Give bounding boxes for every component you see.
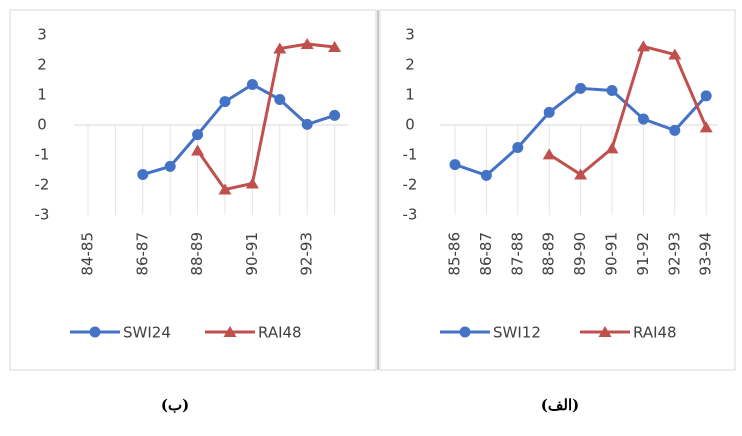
x-tick-label: 90-91 (243, 232, 261, 276)
point (606, 85, 618, 96)
y-tick-label: 3 (405, 26, 415, 44)
legend-label: SWI12 (493, 324, 541, 342)
series-line (142, 82, 336, 176)
y-tick-label: 1 (37, 86, 47, 104)
point (164, 160, 176, 172)
point (245, 177, 259, 189)
x-tick-label: 84-85 (79, 232, 97, 276)
x-tick-label: 87-88 (508, 232, 526, 276)
x-tick-label: 86-87 (133, 232, 151, 276)
point (191, 144, 205, 156)
point (543, 106, 555, 118)
y-tick-label: 0 (405, 116, 415, 134)
x-tick-label: 85-86 (446, 232, 464, 276)
y-tick-label: 3 (37, 26, 47, 44)
point (598, 326, 612, 337)
point (700, 90, 712, 102)
x-tick-label: 88-89 (188, 232, 206, 276)
x-tick-label: 92-93 (298, 232, 316, 276)
point (636, 40, 650, 52)
x-tick-label: 91-92 (634, 232, 652, 276)
caption: (الف) (541, 396, 579, 414)
x-tick-label: 90-91 (603, 232, 621, 276)
series-line (196, 42, 335, 192)
point (459, 326, 471, 338)
point (699, 121, 713, 133)
chart-frame (9, 9, 377, 371)
point (273, 42, 287, 54)
point (274, 94, 286, 105)
point (668, 48, 682, 60)
y-tick-label: -3 (35, 206, 50, 224)
chart-frame (379, 9, 736, 371)
legend-label: SWI24 (123, 324, 171, 342)
point (223, 326, 237, 337)
series-line (548, 44, 708, 177)
point (480, 169, 492, 181)
point (218, 183, 232, 195)
y-tick-label: 1 (405, 86, 415, 104)
y-tick-label: -1 (35, 146, 50, 164)
legend-label: RAI48 (258, 324, 302, 342)
x-tick-label: 89-90 (571, 232, 589, 276)
y-tick-label: -1 (403, 146, 418, 164)
point (328, 41, 342, 52)
y-tick-label: -3 (403, 206, 418, 224)
x-tick-label: 92-93 (665, 232, 683, 276)
y-tick-label: -2 (35, 176, 50, 194)
point (219, 96, 231, 108)
x-tick-label: 86-87 (477, 232, 495, 276)
point (575, 82, 587, 94)
point (89, 326, 101, 338)
y-tick-label: 0 (37, 116, 47, 134)
point (192, 129, 204, 141)
y-tick-label: -2 (403, 176, 418, 194)
point (605, 142, 619, 154)
point (329, 109, 341, 121)
point (246, 79, 258, 90)
point (449, 159, 461, 171)
x-tick-label: 93-94 (697, 232, 715, 276)
point (574, 168, 588, 180)
point (512, 142, 524, 153)
y-tick-label: 2 (405, 56, 415, 74)
point (542, 148, 556, 160)
point (300, 38, 314, 49)
point (137, 169, 149, 180)
point (669, 124, 681, 136)
x-tick-label: 88-89 (540, 232, 558, 276)
y-tick-label: 2 (37, 56, 47, 74)
legend-label: RAI48 (633, 324, 677, 342)
point (637, 113, 649, 125)
caption: (ب) (161, 396, 189, 414)
point (301, 118, 313, 130)
